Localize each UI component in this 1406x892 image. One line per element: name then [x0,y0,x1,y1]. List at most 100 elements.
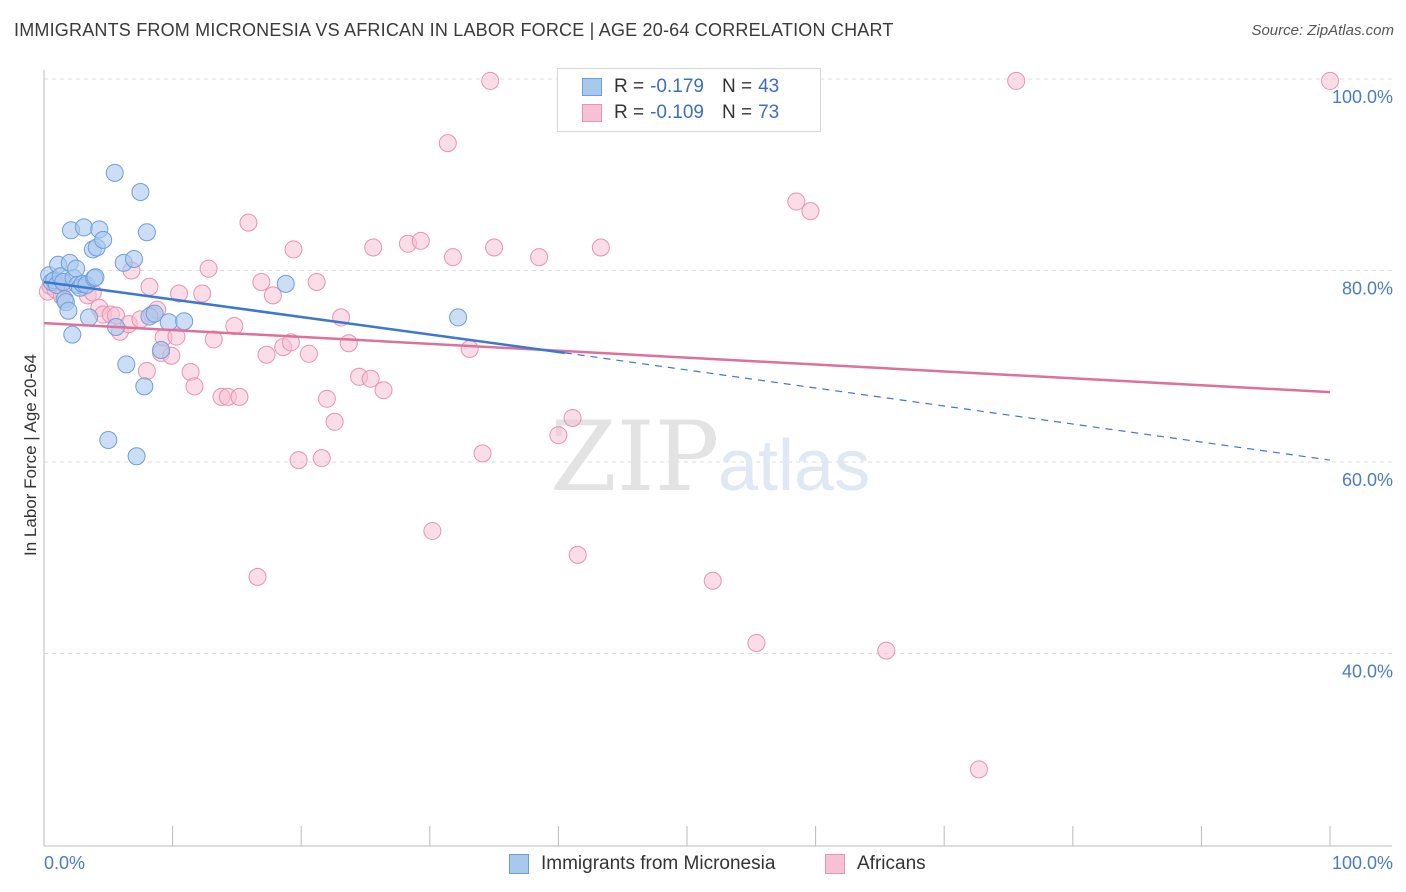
legend-swatch-micronesia [582,78,602,96]
micronesia-point [137,223,156,242]
watermark: ZIP atlas [550,401,870,513]
legend: R = -0.179 N = 43 R = -0.109 N = 73 [557,68,821,132]
legend-swatch-africans [582,104,602,122]
series-micronesia-points [40,163,468,466]
africans-point [969,760,988,779]
y-tick-label: 60.0% [1342,470,1393,490]
micronesia-point [152,340,171,359]
micronesia-trend-line [43,280,565,355]
micronesia-point [105,163,124,182]
bottom-legend-swatch-micronesia [509,854,529,874]
africans-point [473,444,492,463]
africans-point [364,238,383,257]
x-tick-label: 100.0% [1332,853,1393,873]
micronesia-point [145,304,164,323]
bottom-legend-africans: Africans [825,851,926,877]
micronesia-point [94,230,113,249]
africans-point [703,571,722,590]
y-tick-label: 40.0% [1342,662,1393,682]
micronesia-point [159,313,178,332]
africans-point [289,451,308,470]
micronesia-point [175,312,194,331]
africans-point [199,259,218,278]
africans-point [411,231,430,250]
africans-point [374,381,393,400]
africans-point [481,71,500,90]
watermark-atlas: atlas [718,426,870,506]
africans-point [787,192,806,211]
africans-point [239,213,258,232]
micronesia-point [117,355,136,374]
africans-point [591,238,610,257]
micronesia-point [80,308,99,327]
legend-n-value: 73 [758,102,780,123]
micronesia-point [276,274,295,293]
africans-point [257,345,276,364]
legend-r-value: -0.179 [650,76,704,97]
axes [43,70,1392,847]
africans-point [284,240,303,259]
legend-row-micronesia: R = -0.179 N = 43 [582,74,779,100]
africans-point [193,284,212,303]
x-tick-labels: 0.0% 100.0% [44,853,1393,873]
africans-point [1007,71,1026,90]
micronesia-point [99,430,118,449]
micronesia-point [449,308,468,327]
africans-point [443,248,462,267]
y-tick-labels: 40.0% 60.0% 80.0% 100.0% [1332,87,1393,682]
legend-n-label: N = [721,76,753,97]
africans-point [230,387,249,406]
bottom-legend-swatch-africans [825,854,845,874]
gridlines [44,78,1392,654]
chart-source: Source: ZipAtlas.com [1251,22,1394,39]
micronesia-point [74,218,93,237]
y-tick-label: 100.0% [1332,87,1393,107]
x-tick-label: 0.0% [44,853,85,873]
africans-point [747,633,766,652]
africans-point [339,334,358,353]
micronesia-point [131,182,150,201]
africans-point [252,272,271,291]
africans-point [248,567,267,586]
micronesia-point [63,325,82,344]
africans-point [312,449,331,468]
africans-point [307,272,326,291]
legend-r-label: R = [614,76,645,97]
bottom-legend-label-micronesia: Immigrants from Micronesia [541,853,776,874]
africans-point [185,377,204,396]
africans-point [317,389,336,408]
africans-point [801,202,820,221]
africans-point [877,641,896,660]
africans-point [423,521,442,540]
africans-trend-line [43,321,1331,394]
africans-point [530,248,549,267]
africans-point [263,286,282,305]
africans-point [438,134,457,153]
africans-point [549,426,568,445]
bottom-legend-label-africans: Africans [857,853,926,874]
legend-r-value: -0.109 [650,102,704,123]
africans-point [204,330,223,349]
micronesia-point [86,268,105,287]
africans-point [167,327,186,346]
africans-point [563,408,582,427]
africans-point [485,238,504,257]
africans-point [460,340,479,359]
africans-point [361,369,380,388]
chart-title: IMMIGRANTS FROM MICRONESIA VS AFRICAN IN… [14,20,894,40]
africans-point [170,284,189,303]
y-axis-label: In Labor Force | Age 20-64 [21,354,40,556]
micronesia-point [127,447,146,466]
africans-point [568,545,587,564]
micronesia-point [125,250,144,269]
legend-row-africans: R = -0.109 N = 73 [582,100,779,126]
legend-r-label: R = [614,102,645,123]
trend-lines [43,280,1331,461]
micronesia-point [135,377,154,396]
africans-point [137,362,156,381]
africans-point [299,344,318,363]
micronesia-point [59,301,78,320]
y-tick-label: 80.0% [1342,279,1393,299]
micronesia-point [67,259,86,278]
